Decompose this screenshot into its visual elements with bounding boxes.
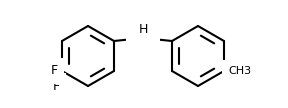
Text: H: H	[138, 23, 148, 36]
Text: F: F	[53, 79, 60, 92]
Text: F: F	[51, 64, 58, 78]
Text: CH3: CH3	[228, 66, 251, 76]
